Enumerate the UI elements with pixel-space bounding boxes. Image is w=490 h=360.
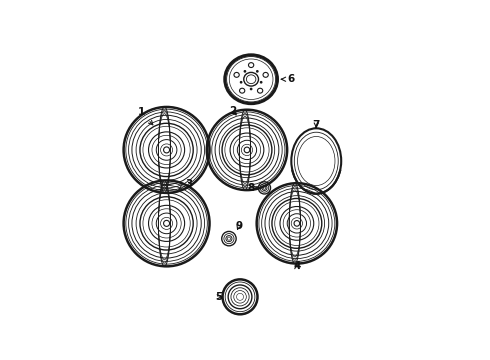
Circle shape [257, 71, 258, 72]
Circle shape [250, 88, 252, 90]
Text: 8: 8 [247, 183, 258, 193]
Text: 3: 3 [179, 179, 193, 190]
Circle shape [241, 82, 242, 83]
Text: 5: 5 [215, 292, 222, 302]
Text: 1: 1 [138, 108, 153, 125]
Text: 6: 6 [281, 74, 295, 84]
Circle shape [261, 82, 262, 83]
Text: 4: 4 [293, 261, 300, 271]
Text: 7: 7 [313, 120, 320, 130]
Text: 9: 9 [235, 221, 242, 231]
Text: 2: 2 [229, 106, 237, 116]
